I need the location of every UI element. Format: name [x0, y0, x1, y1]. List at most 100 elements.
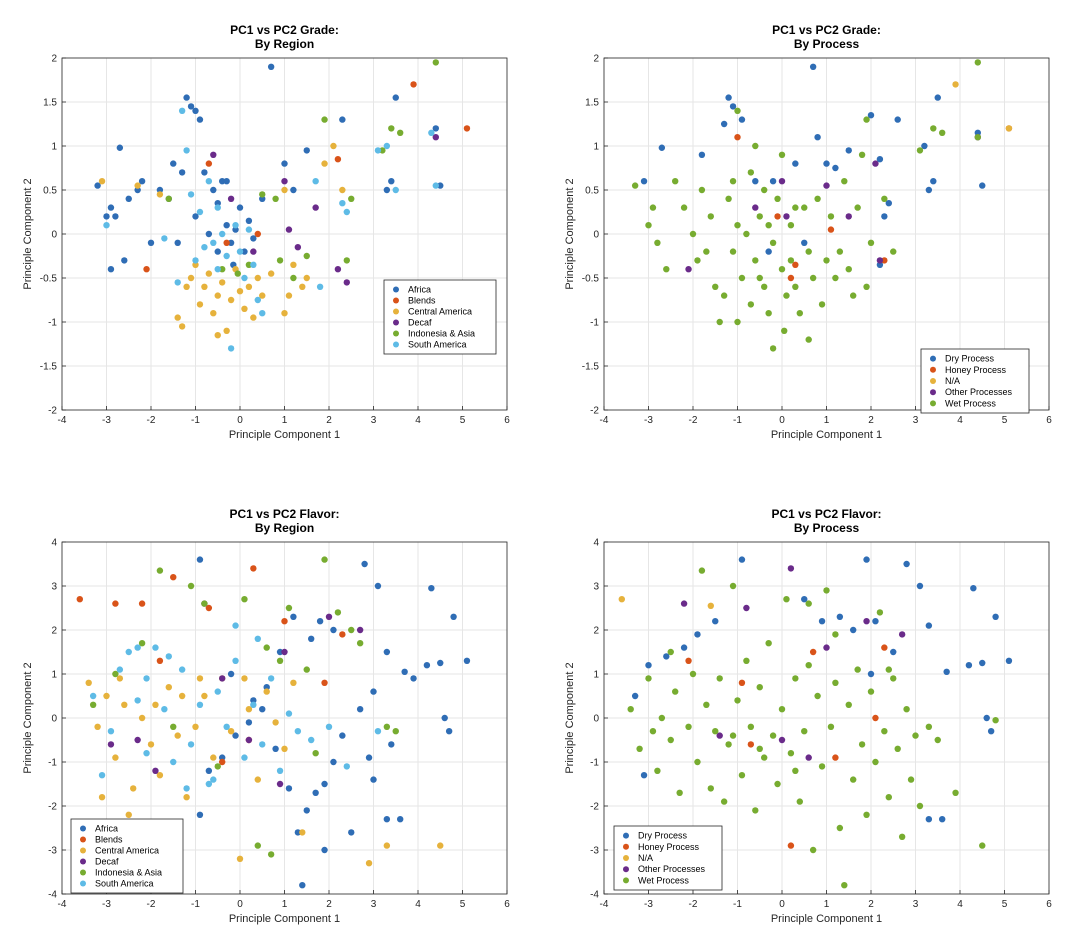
data-point-africa — [330, 758, 337, 766]
data-point-other-processes — [845, 213, 852, 220]
data-point-blends — [205, 160, 213, 167]
x-tick-label: -2 — [147, 899, 156, 910]
data-point-central-america — [236, 288, 244, 295]
data-point-wet-process — [752, 142, 759, 150]
x-tick-label: 1 — [824, 899, 830, 910]
data-point-wet-process — [818, 763, 826, 770]
chart-title-line-1: PC1 vs PC2 Grade: — [772, 23, 881, 37]
data-point-dry-process — [792, 160, 799, 167]
data-point-south-america — [374, 728, 382, 735]
y-tick-label: 0 — [51, 714, 57, 725]
data-point-wet-process — [867, 688, 875, 695]
data-point-africa — [445, 728, 453, 735]
data-point-south-america — [134, 697, 141, 704]
data-point-wet-process — [885, 666, 892, 673]
legend-marker-africa — [80, 825, 86, 832]
data-point-central-america — [196, 301, 204, 308]
data-point-africa — [303, 807, 310, 814]
x-tick-label: -3 — [644, 415, 653, 426]
data-point-africa — [383, 186, 391, 194]
data-point-wet-process — [903, 706, 910, 713]
legend-label-blends: Blends — [408, 296, 436, 306]
data-point-wet-process — [769, 345, 777, 352]
data-point-other-processes — [805, 754, 812, 761]
data-point-dry-process — [720, 120, 728, 128]
data-point-wet-process — [792, 767, 799, 774]
data-point-africa — [303, 147, 310, 154]
data-point-africa — [214, 200, 221, 207]
data-point-central-america — [227, 296, 235, 304]
data-point-indonesia-asia — [165, 195, 172, 202]
legend-label-wet-process: Wet Process — [945, 398, 996, 408]
data-point-south-america — [134, 644, 141, 651]
data-point-other-processes — [716, 732, 723, 739]
data-point-wet-process — [818, 301, 826, 308]
data-point-south-america — [285, 710, 293, 717]
data-point-south-america — [236, 248, 244, 255]
data-point-central-america — [281, 310, 288, 317]
data-point-wet-process — [890, 675, 897, 682]
data-point-central-america — [223, 327, 230, 334]
data-point-blends — [223, 239, 230, 246]
data-point-honey-process — [685, 657, 692, 664]
data-point-africa — [441, 714, 448, 722]
data-point-wet-process — [801, 728, 808, 735]
data-point-wet-process — [801, 204, 808, 211]
data-point-africa — [437, 182, 444, 189]
data-point-africa — [147, 239, 155, 246]
data-point-wet-process — [796, 310, 803, 317]
data-point-wet-process — [689, 230, 697, 238]
data-point-dry-process — [738, 116, 746, 123]
data-point-wet-process — [916, 147, 924, 154]
data-point-wet-process — [952, 789, 959, 796]
data-point-wet-process — [792, 204, 799, 211]
data-point-africa — [210, 186, 217, 194]
data-point-africa — [321, 780, 328, 788]
data-point-wet-process — [734, 107, 741, 115]
x-tick-label: 3 — [913, 899, 919, 910]
legend-label-other-processes: Other Processes — [638, 864, 706, 874]
data-point-central-america — [365, 860, 373, 867]
data-point-africa — [223, 178, 230, 185]
y-tick-label: 1 — [593, 142, 599, 153]
data-point-south-america — [210, 239, 217, 246]
data-point-central-america — [210, 310, 217, 317]
data-point-dry-process — [725, 94, 732, 101]
data-point-central-america — [98, 178, 106, 185]
x-tick-label: 1 — [824, 415, 830, 426]
data-point-africa — [116, 144, 124, 151]
y-tick-label: 4 — [51, 538, 57, 549]
data-point-honey-process — [792, 261, 799, 268]
data-point-dry-process — [974, 129, 981, 136]
legend-label-south-america: South America — [95, 879, 154, 889]
legend-box — [920, 348, 1030, 414]
legend-box — [70, 818, 184, 894]
data-point-wet-process — [778, 706, 786, 713]
data-point-wet-process — [694, 257, 701, 264]
data-point-wet-process — [703, 701, 710, 708]
data-point-central-america — [201, 283, 208, 290]
data-point-wet-process — [756, 213, 763, 220]
data-point-africa — [214, 248, 221, 255]
x-tick-label: 1 — [282, 415, 288, 426]
data-point-africa — [272, 745, 279, 752]
data-point-south-america — [201, 244, 208, 251]
y-tick-label: 1.5 — [43, 98, 57, 109]
x-axis-label: Principle Component 1 — [229, 429, 340, 441]
data-point-south-america — [294, 728, 302, 735]
data-point-dry-process — [698, 151, 706, 158]
data-point-blends — [250, 565, 257, 572]
data-point-south-america — [196, 208, 204, 216]
data-point-decaf — [432, 134, 439, 141]
data-point-honey-process — [734, 134, 741, 141]
data-point-honey-process — [738, 679, 746, 686]
data-point-decaf — [312, 204, 319, 211]
data-point-africa — [383, 648, 391, 656]
data-point-africa — [308, 635, 315, 642]
data-point-blends — [76, 596, 84, 603]
data-point-wet-process — [649, 728, 657, 735]
data-point-wet-process — [823, 587, 830, 594]
x-tick-label: 0 — [237, 415, 243, 426]
legend-label-honey-process: Honey Process — [638, 842, 700, 852]
